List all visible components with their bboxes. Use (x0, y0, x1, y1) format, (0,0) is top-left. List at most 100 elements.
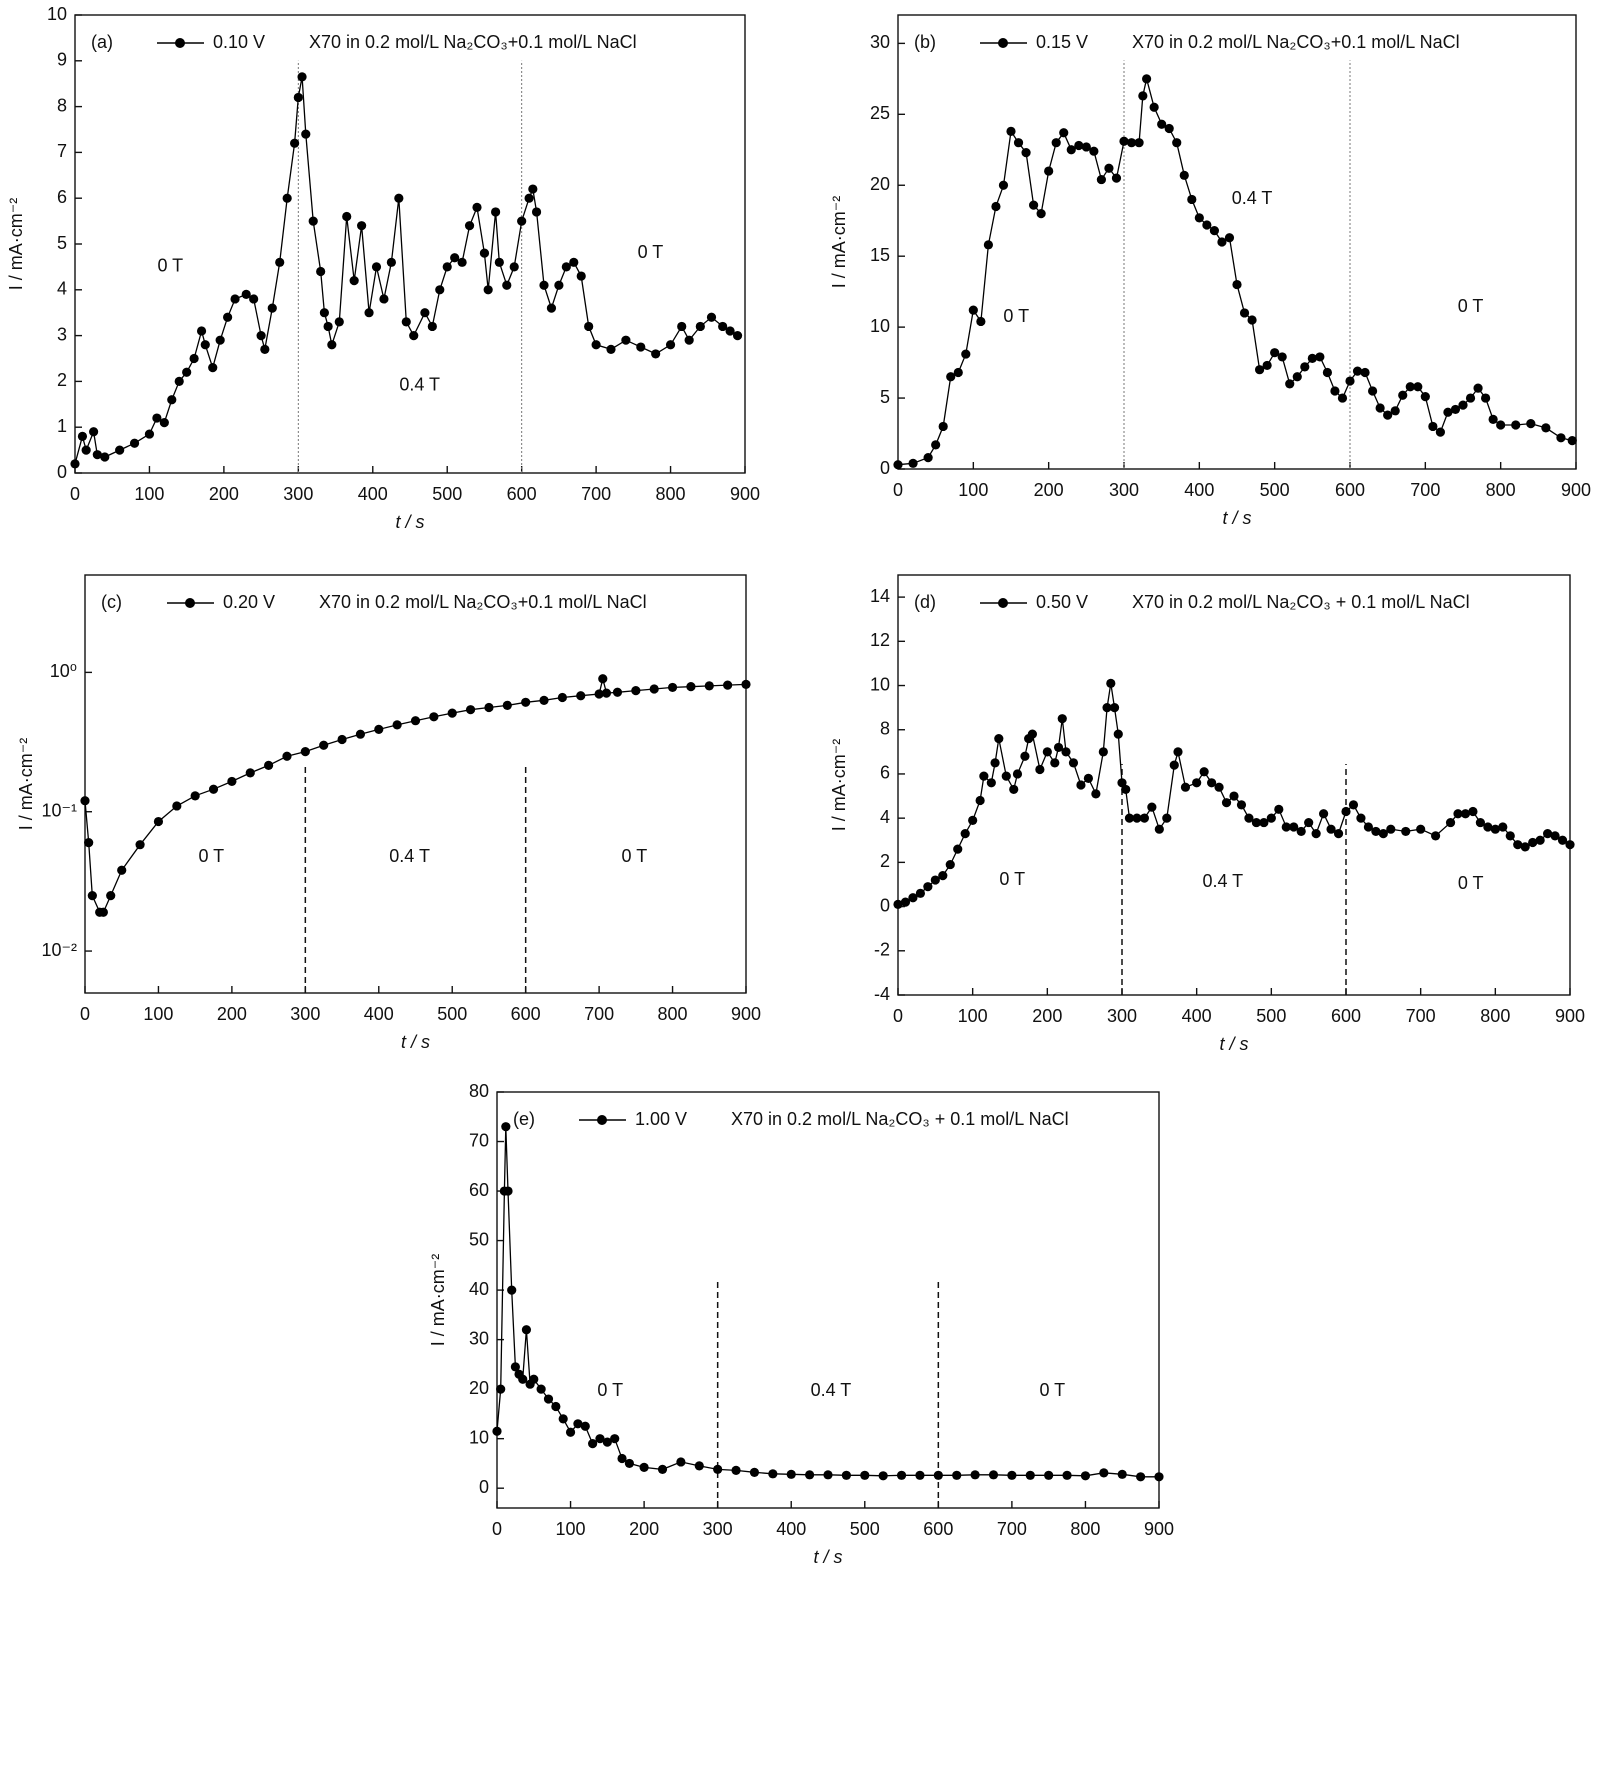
data-point (617, 1453, 627, 1464)
data-point (1051, 138, 1061, 148)
data-point (1307, 353, 1317, 363)
data-point (718, 321, 728, 332)
data-point (624, 1458, 635, 1469)
y-tick-label: 10⁰ (50, 661, 77, 681)
data-point (591, 340, 601, 350)
data-point (1450, 404, 1461, 415)
chart-title: X70 in 0.2 mol/L Na₂CO₃+0.1 mol/L NaCl (1132, 32, 1460, 52)
x-tick-label: 600 (923, 1519, 953, 1539)
x-tick-label: 800 (1070, 1519, 1100, 1539)
x-tick-label: 900 (730, 484, 760, 504)
data-point (900, 897, 911, 907)
data-point (573, 1419, 583, 1429)
data-point (386, 257, 396, 267)
data-point (621, 335, 631, 345)
x-tick-label: 500 (850, 1519, 880, 1539)
data-point (1044, 166, 1054, 176)
data-point (1113, 729, 1123, 739)
data-point (327, 340, 337, 350)
legend-marker (185, 598, 195, 608)
data-point (684, 335, 694, 345)
data-point (1059, 128, 1069, 138)
data-point (1481, 393, 1491, 403)
data-point (450, 253, 460, 263)
data-point (427, 321, 437, 332)
x-tick-label: 500 (1260, 480, 1290, 500)
x-tick-label: 400 (1184, 480, 1214, 500)
data-point (953, 367, 963, 378)
data-point (1244, 813, 1254, 823)
data-point (98, 907, 108, 917)
data-point (636, 342, 646, 352)
y-tick-label: 4 (880, 807, 890, 827)
data-point (153, 816, 164, 827)
data-point (472, 202, 482, 212)
data-point (1020, 751, 1030, 761)
x-tick-label: 200 (209, 484, 239, 504)
x-tick-label: 100 (958, 1006, 988, 1026)
data-point (496, 1384, 506, 1394)
x-tick-label: 400 (776, 1519, 806, 1539)
data-point (970, 1470, 980, 1480)
data-point (667, 682, 678, 693)
data-point (1360, 367, 1370, 378)
data-point (1458, 400, 1468, 410)
data-point (100, 452, 110, 462)
data-point (1044, 1470, 1054, 1480)
data-point (1068, 758, 1079, 768)
data-point (1352, 366, 1363, 376)
data-point (930, 875, 940, 885)
x-tick-label: 200 (1034, 480, 1064, 500)
data-point (588, 1439, 598, 1449)
data-point (595, 1434, 605, 1444)
data-point (975, 795, 985, 806)
data-point (1035, 764, 1045, 775)
x-tick-label: 0 (70, 484, 80, 504)
data-point (401, 317, 411, 327)
data-point (371, 262, 382, 272)
data-point (1214, 782, 1224, 792)
data-point (1428, 421, 1438, 432)
data-point (1465, 393, 1476, 403)
data-point (1326, 824, 1336, 834)
data-point (1066, 145, 1076, 155)
data-point (1368, 386, 1378, 396)
data-point (1333, 829, 1344, 839)
data-point (491, 207, 501, 217)
y-tick-label: 15 (870, 245, 890, 265)
data-point (1565, 840, 1575, 850)
annotation: 0 T (597, 1380, 623, 1400)
series-line (897, 78, 1573, 466)
y-axis-label: I / mA·cm⁻² (829, 196, 849, 289)
data-point (565, 1427, 576, 1437)
data-point (172, 801, 182, 811)
data-point (823, 1470, 833, 1480)
x-tick-label: 300 (703, 1519, 733, 1539)
x-tick-label: 300 (1109, 480, 1139, 500)
data-point (1289, 822, 1299, 832)
data-point (584, 321, 594, 332)
data-point (749, 1467, 760, 1477)
data-point (1013, 138, 1024, 148)
data-point (1528, 837, 1538, 848)
data-point (1179, 170, 1189, 180)
y-axis-label: I / mA·cm⁻² (428, 1254, 448, 1347)
data-point (1375, 403, 1385, 413)
data-point (355, 729, 366, 739)
y-tick-label: 6 (880, 763, 890, 783)
annotation: 0 T (1040, 1380, 1066, 1400)
panel-label: (b) (914, 32, 936, 52)
data-point (580, 1421, 590, 1431)
x-tick-label: 400 (358, 484, 388, 504)
data-point (1513, 840, 1523, 850)
data-point (1292, 372, 1302, 382)
x-tick-label: 100 (556, 1519, 586, 1539)
data-point (200, 340, 210, 350)
y-tick-label: 5 (57, 233, 67, 253)
data-point (521, 1325, 532, 1335)
data-point (1104, 163, 1114, 173)
data-point (695, 321, 705, 332)
data-point (1132, 813, 1142, 823)
y-tick-label: 50 (469, 1229, 489, 1249)
